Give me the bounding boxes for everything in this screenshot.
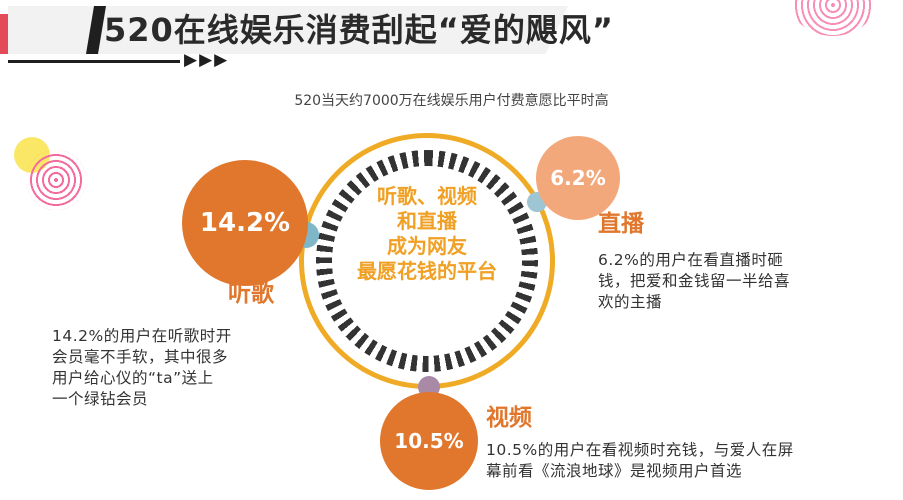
video-label: 视频 [486, 405, 532, 431]
description-line: 一个绿钻会员 [52, 390, 149, 408]
center-line: 和直播 [397, 209, 457, 233]
description-line: 10.5%的用户在看视频时充钱，与爱人在屏 [486, 441, 794, 459]
video-stat-circle: 10.5% [380, 392, 478, 490]
description-line: 6.2%的用户在看直播时砸 [598, 251, 784, 269]
description-line: 幕前看《流浪地球》是视频用户首选 [486, 462, 743, 480]
music-stat-circle: 14.2% [182, 160, 308, 286]
live-description: 6.2%的用户在看直播时砸 钱，把爱和金钱留一半给喜 欢的主播 [598, 250, 848, 313]
description-line: 钱，把爱和金钱留一半给喜 [598, 272, 791, 290]
description-line: 会员毫不手软，其中很多 [52, 348, 229, 366]
page-subtitle: 520当天约7000万在线娱乐用户付费意愿比平时高 [294, 93, 609, 109]
center-line: 最愿花钱的平台 [357, 259, 497, 283]
live-stat-value: 6.2% [550, 166, 606, 190]
arrow-triple-icon: ▶▶▶ [184, 50, 230, 70]
description-line: 14.2%的用户在听歌时开 [52, 327, 232, 345]
center-line: 听歌、视频 [377, 184, 477, 208]
video-description: 10.5%的用户在看视频时充钱，与爱人在屏 幕前看《流浪地球》是视频用户首选 [486, 440, 896, 482]
center-ring-inner [332, 166, 522, 356]
description-line: 欢的主播 [598, 293, 663, 311]
center-line: 成为网友 [387, 234, 467, 258]
live-stat-circle: 6.2% [536, 136, 620, 220]
decor-swirl-left [26, 150, 86, 210]
video-stat-value: 10.5% [394, 429, 464, 453]
decor-swirl-top-right [792, 0, 874, 36]
music-label: 听歌 [228, 281, 274, 307]
title-underline [8, 60, 180, 63]
music-stat-value: 14.2% [199, 208, 291, 238]
page-title: 520在线娱乐消费刮起“爱的飓风” [104, 11, 614, 49]
music-description: 14.2%的用户在听歌时开 会员毫不手软，其中很多 用户给心仪的“ta”送上 一… [52, 326, 352, 410]
live-label: 直播 [598, 211, 644, 237]
center-text: 听歌、视频 和直播 成为网友 最愿花钱的平台 [332, 184, 522, 284]
description-line: 用户给心仪的“ta”送上 [52, 369, 214, 387]
